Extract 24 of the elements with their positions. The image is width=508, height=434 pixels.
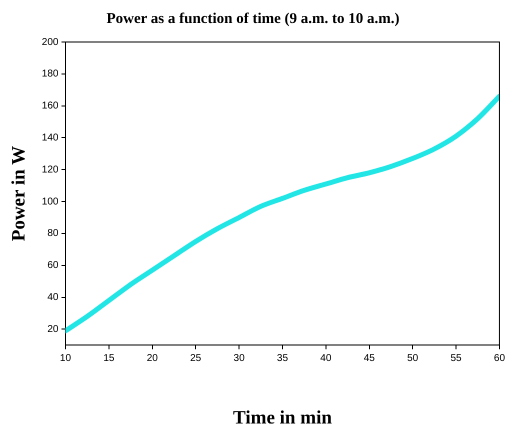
y-tick-label: 100 — [42, 196, 59, 208]
y-tick-label: 200 — [42, 36, 59, 48]
y-tick-label: 20 — [47, 324, 59, 335]
x-tick-label: 30 — [234, 352, 246, 364]
x-tick-label: 50 — [407, 352, 419, 364]
x-tick-label: 10 — [60, 352, 72, 364]
x-tick-label: 25 — [190, 352, 202, 364]
y-axis-title: Power in W — [8, 146, 30, 242]
x-axis-title: Time in min — [233, 408, 332, 429]
x-tick-label: 45 — [364, 352, 376, 364]
x-tick-label: 35 — [276, 352, 288, 364]
y-tick-label: 140 — [42, 132, 59, 144]
chart-title: Power as a function of time (9 a.m. to 10 a.m.) — [106, 10, 400, 27]
x-tick-label: 20 — [146, 352, 158, 364]
y-tick-label: 120 — [42, 164, 59, 176]
x-tick-label: 40 — [320, 352, 332, 364]
x-tick-label: 55 — [450, 352, 462, 364]
y-tick-label: 40 — [47, 292, 59, 304]
y-tick-label: 60 — [47, 260, 59, 272]
y-tick-label: 80 — [47, 228, 59, 240]
y-tick-label: 180 — [42, 68, 59, 80]
x-tick-label: 15 — [103, 352, 115, 364]
y-tick-label: 160 — [42, 100, 59, 112]
x-tick-label: 60 — [494, 352, 506, 364]
